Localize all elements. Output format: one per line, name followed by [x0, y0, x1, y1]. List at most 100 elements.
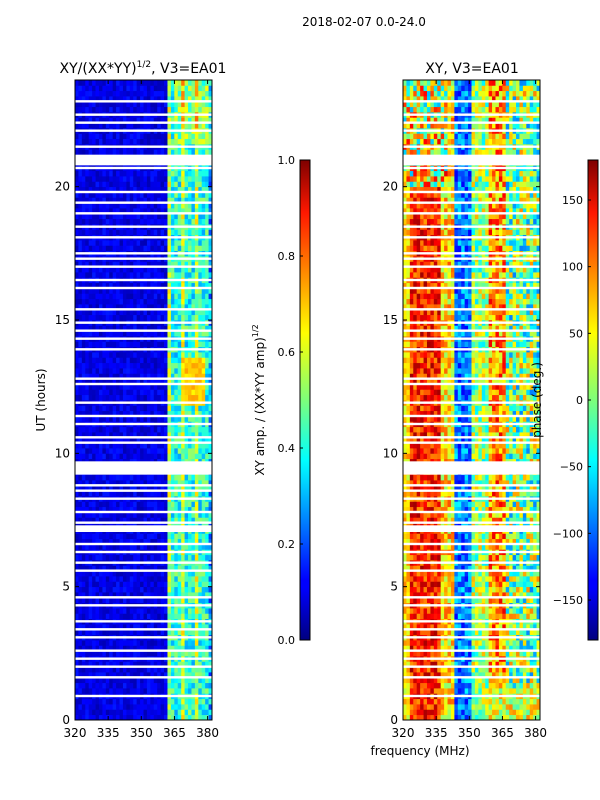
heatmap-cell: [181, 538, 185, 545]
heatmap-cell: [205, 698, 209, 705]
heatmap-cell: [174, 96, 179, 102]
heatmap-cell: [92, 666, 96, 673]
heatmap-cell: [208, 186, 213, 193]
heatmap-cell: [129, 544, 134, 550]
flagged-row: [75, 636, 212, 639]
heatmap-cell: [205, 512, 209, 518]
heatmap-cell: [78, 485, 83, 492]
heatmap-cell: [164, 261, 168, 268]
heatmap-cell: [102, 138, 107, 145]
heatmap-cell: [208, 304, 213, 310]
heatmap-cell: [201, 352, 206, 358]
heatmap-cell: [160, 672, 165, 678]
heatmap-cell: [181, 208, 185, 214]
heatmap-cell: [198, 645, 203, 652]
heatmap-cell: [126, 597, 131, 604]
heatmap-cell: [88, 117, 93, 124]
heatmap-cell: [181, 362, 185, 369]
heatmap-cell: [98, 581, 103, 588]
heatmap-cell: [109, 197, 114, 204]
heatmap-cell: [98, 597, 103, 604]
heatmap-cell: [92, 357, 96, 364]
heatmap-cell: [198, 352, 203, 358]
heatmap-cell: [81, 170, 86, 177]
heatmap-cell: [191, 389, 196, 396]
heatmap-cell: [140, 133, 144, 140]
heatmap-cell: [95, 80, 100, 86]
heatmap-cell: [198, 133, 203, 140]
heatmap-cell: [112, 133, 117, 140]
heatmap-cell: [133, 597, 138, 604]
heatmap-cell: [122, 714, 127, 721]
heatmap-cell: [129, 314, 134, 321]
heatmap-cell: [194, 576, 199, 582]
heatmap-cell: [205, 709, 209, 716]
heatmap-cell: [105, 122, 110, 129]
heatmap-cell: [78, 714, 83, 721]
heatmap-cell: [150, 581, 155, 588]
amplitude-plot-frame: [74, 79, 213, 721]
heatmap-cell: [81, 384, 86, 390]
heatmap-cell: [136, 90, 141, 97]
heatmap-cell: [181, 506, 185, 513]
heatmap-cell: [98, 394, 103, 401]
heatmap-cell: [102, 410, 107, 417]
heatmap-cell: [150, 186, 155, 193]
heatmap-cell: [88, 282, 93, 289]
heatmap-cell: [164, 538, 168, 545]
heatmap-cell: [177, 448, 182, 454]
heatmap-cell: [167, 506, 172, 513]
heatmap-cell: [129, 133, 134, 140]
heatmap-cell: [140, 709, 144, 716]
heatmap-cell: [205, 282, 209, 289]
heatmap-cell: [416, 714, 421, 721]
heatmap-cell: [119, 96, 124, 102]
heatmap-cell: [119, 218, 124, 225]
heatmap-cell: [143, 682, 148, 689]
heatmap-cell: [170, 362, 175, 369]
heatmap-cell: [153, 106, 158, 113]
heatmap-cell: [471, 709, 476, 716]
heatmap-cell: [98, 314, 103, 321]
heatmap-cell: [102, 661, 107, 668]
heatmap-cell: [157, 96, 162, 102]
heatmap-cell: [160, 650, 165, 657]
heatmap-cell: [143, 645, 148, 652]
heatmap-cell: [102, 688, 107, 694]
heatmap-cell: [153, 325, 158, 332]
heatmap-cell: [174, 677, 179, 684]
heatmap-cell: [88, 122, 93, 129]
heatmap-cell: [205, 410, 209, 417]
heatmap-cell: [194, 544, 199, 550]
heatmap-cell: [174, 608, 179, 614]
heatmap-cell: [98, 629, 103, 636]
heatmap-cell: [98, 437, 103, 444]
heatmap-cell: [109, 538, 114, 545]
heatmap-cell: [105, 325, 110, 332]
heatmap-cell: [194, 661, 199, 668]
heatmap-cell: [105, 373, 110, 380]
heatmap-cell: [170, 293, 175, 300]
heatmap-cell: [112, 490, 117, 497]
heatmap-cell: [153, 453, 158, 460]
heatmap-cell: [167, 213, 172, 220]
heatmap-cell: [105, 341, 110, 348]
heatmap-cell: [95, 544, 100, 550]
heatmap-cell: [129, 330, 134, 337]
heatmap-cell: [184, 629, 189, 636]
heatmap-cell: [102, 96, 107, 102]
heatmap-cell: [98, 650, 103, 657]
heatmap-cell: [133, 576, 138, 582]
heatmap-cell: [129, 197, 134, 204]
heatmap-cell: [191, 416, 196, 422]
heatmap-cell: [122, 186, 127, 193]
heatmap-cell: [75, 480, 79, 486]
heatmap-cell: [95, 709, 100, 716]
heatmap-cell: [75, 362, 79, 369]
heatmap-cell: [88, 208, 93, 214]
heatmap-cell: [160, 149, 165, 156]
heatmap-cell: [157, 645, 162, 652]
heatmap-cell: [95, 474, 100, 481]
heatmap-cell: [150, 378, 155, 385]
heatmap-cell: [150, 624, 155, 630]
